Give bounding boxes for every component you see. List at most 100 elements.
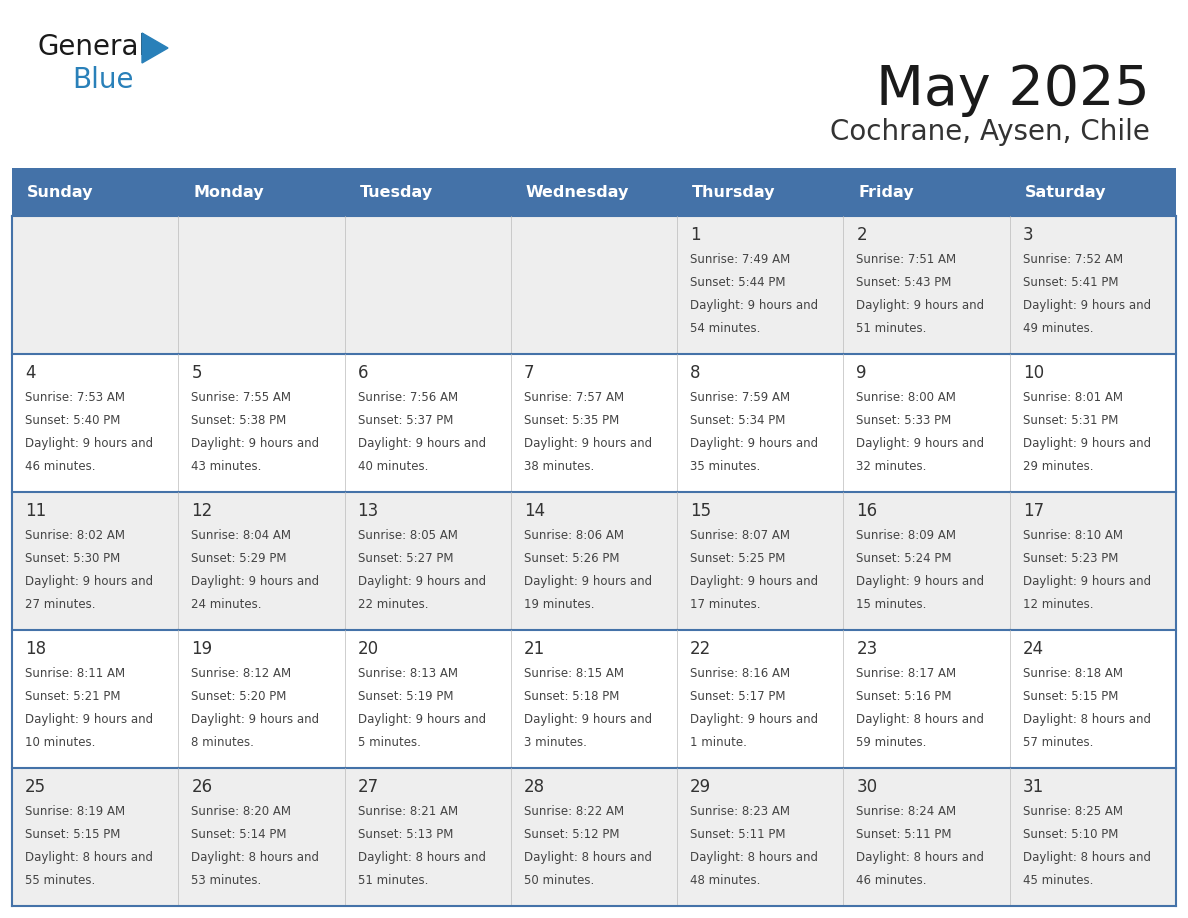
Text: 10: 10 xyxy=(1023,364,1044,382)
Text: 15: 15 xyxy=(690,502,712,520)
Text: Sunrise: 7:52 AM: Sunrise: 7:52 AM xyxy=(1023,253,1123,266)
Text: 25: 25 xyxy=(25,778,46,796)
Text: Daylight: 9 hours and: Daylight: 9 hours and xyxy=(191,437,320,450)
Text: Daylight: 8 hours and: Daylight: 8 hours and xyxy=(524,851,652,864)
Bar xyxy=(677,354,843,492)
Bar xyxy=(843,168,1010,216)
Text: 15 minutes.: 15 minutes. xyxy=(857,598,927,611)
Text: Daylight: 8 hours and: Daylight: 8 hours and xyxy=(857,851,985,864)
Text: 22 minutes.: 22 minutes. xyxy=(358,598,428,611)
Bar xyxy=(12,768,178,906)
Text: Sunset: 5:15 PM: Sunset: 5:15 PM xyxy=(1023,690,1118,703)
Bar xyxy=(1010,354,1176,492)
Text: Daylight: 8 hours and: Daylight: 8 hours and xyxy=(25,851,153,864)
Text: May 2025: May 2025 xyxy=(877,63,1150,117)
Text: General: General xyxy=(38,33,147,61)
Text: 17 minutes.: 17 minutes. xyxy=(690,598,760,611)
Text: 45 minutes.: 45 minutes. xyxy=(1023,874,1093,887)
Text: 28: 28 xyxy=(524,778,545,796)
Bar xyxy=(843,630,1010,768)
Bar xyxy=(677,492,843,630)
Text: 40 minutes.: 40 minutes. xyxy=(358,460,428,473)
Text: Sunrise: 8:01 AM: Sunrise: 8:01 AM xyxy=(1023,391,1123,404)
Bar xyxy=(511,216,677,354)
Text: 24: 24 xyxy=(1023,640,1044,658)
Bar xyxy=(12,354,178,492)
Text: Sunset: 5:44 PM: Sunset: 5:44 PM xyxy=(690,276,785,289)
Text: 26: 26 xyxy=(191,778,213,796)
Text: Daylight: 9 hours and: Daylight: 9 hours and xyxy=(857,299,985,312)
Text: 23: 23 xyxy=(857,640,878,658)
Text: 51 minutes.: 51 minutes. xyxy=(857,322,927,335)
Text: Daylight: 9 hours and: Daylight: 9 hours and xyxy=(690,575,819,588)
Text: Sunset: 5:13 PM: Sunset: 5:13 PM xyxy=(358,828,453,841)
Text: Sunset: 5:27 PM: Sunset: 5:27 PM xyxy=(358,552,453,565)
Text: Daylight: 8 hours and: Daylight: 8 hours and xyxy=(857,713,985,726)
Text: 8 minutes.: 8 minutes. xyxy=(191,736,254,749)
Bar xyxy=(345,354,511,492)
Text: 4: 4 xyxy=(25,364,36,382)
Text: Daylight: 9 hours and: Daylight: 9 hours and xyxy=(857,437,985,450)
Text: 29: 29 xyxy=(690,778,712,796)
Text: Daylight: 9 hours and: Daylight: 9 hours and xyxy=(25,575,153,588)
Text: 43 minutes.: 43 minutes. xyxy=(191,460,261,473)
Text: Daylight: 8 hours and: Daylight: 8 hours and xyxy=(1023,851,1151,864)
Text: Daylight: 9 hours and: Daylight: 9 hours and xyxy=(1023,575,1151,588)
Text: Saturday: Saturday xyxy=(1025,185,1106,199)
Text: Sunset: 5:37 PM: Sunset: 5:37 PM xyxy=(358,414,453,427)
Text: 10 minutes.: 10 minutes. xyxy=(25,736,95,749)
Text: 55 minutes.: 55 minutes. xyxy=(25,874,95,887)
Text: 6: 6 xyxy=(358,364,368,382)
Text: Daylight: 9 hours and: Daylight: 9 hours and xyxy=(1023,437,1151,450)
Text: Daylight: 8 hours and: Daylight: 8 hours and xyxy=(358,851,486,864)
Text: 9: 9 xyxy=(857,364,867,382)
Bar xyxy=(511,630,677,768)
Bar xyxy=(345,630,511,768)
Text: Sunset: 5:29 PM: Sunset: 5:29 PM xyxy=(191,552,286,565)
Text: 21: 21 xyxy=(524,640,545,658)
Text: 59 minutes.: 59 minutes. xyxy=(857,736,927,749)
Bar xyxy=(12,492,178,630)
Text: Sunset: 5:20 PM: Sunset: 5:20 PM xyxy=(191,690,286,703)
Bar xyxy=(345,492,511,630)
Text: Sunrise: 8:05 AM: Sunrise: 8:05 AM xyxy=(358,529,457,542)
Text: Sunrise: 8:21 AM: Sunrise: 8:21 AM xyxy=(358,805,457,818)
Text: 18: 18 xyxy=(25,640,46,658)
Bar xyxy=(511,492,677,630)
Text: Daylight: 9 hours and: Daylight: 9 hours and xyxy=(358,713,486,726)
Text: 54 minutes.: 54 minutes. xyxy=(690,322,760,335)
Bar xyxy=(1010,630,1176,768)
Text: 30: 30 xyxy=(857,778,878,796)
Text: 50 minutes.: 50 minutes. xyxy=(524,874,594,887)
Bar xyxy=(677,768,843,906)
Text: 53 minutes.: 53 minutes. xyxy=(191,874,261,887)
Text: Sunset: 5:35 PM: Sunset: 5:35 PM xyxy=(524,414,619,427)
Text: Daylight: 8 hours and: Daylight: 8 hours and xyxy=(1023,713,1151,726)
Text: Sunset: 5:31 PM: Sunset: 5:31 PM xyxy=(1023,414,1118,427)
Text: Sunrise: 8:04 AM: Sunrise: 8:04 AM xyxy=(191,529,291,542)
Text: 32 minutes.: 32 minutes. xyxy=(857,460,927,473)
Text: Sunset: 5:12 PM: Sunset: 5:12 PM xyxy=(524,828,619,841)
Text: 16: 16 xyxy=(857,502,878,520)
Text: Daylight: 9 hours and: Daylight: 9 hours and xyxy=(524,713,652,726)
Text: Sunrise: 8:13 AM: Sunrise: 8:13 AM xyxy=(358,667,457,680)
Text: Sunset: 5:41 PM: Sunset: 5:41 PM xyxy=(1023,276,1118,289)
Text: 12 minutes.: 12 minutes. xyxy=(1023,598,1093,611)
Text: Sunrise: 8:19 AM: Sunrise: 8:19 AM xyxy=(25,805,125,818)
Text: Sunrise: 8:12 AM: Sunrise: 8:12 AM xyxy=(191,667,291,680)
Bar xyxy=(12,168,178,216)
Text: 19: 19 xyxy=(191,640,213,658)
Bar xyxy=(178,768,345,906)
Text: 5: 5 xyxy=(191,364,202,382)
Bar xyxy=(178,168,345,216)
Text: 14: 14 xyxy=(524,502,545,520)
Text: Sunset: 5:34 PM: Sunset: 5:34 PM xyxy=(690,414,785,427)
Text: 1: 1 xyxy=(690,226,701,244)
Text: 7: 7 xyxy=(524,364,535,382)
Text: 35 minutes.: 35 minutes. xyxy=(690,460,760,473)
Text: 48 minutes.: 48 minutes. xyxy=(690,874,760,887)
Bar xyxy=(178,630,345,768)
Text: Sunrise: 8:20 AM: Sunrise: 8:20 AM xyxy=(191,805,291,818)
Text: Sunset: 5:17 PM: Sunset: 5:17 PM xyxy=(690,690,785,703)
Text: Sunset: 5:30 PM: Sunset: 5:30 PM xyxy=(25,552,120,565)
